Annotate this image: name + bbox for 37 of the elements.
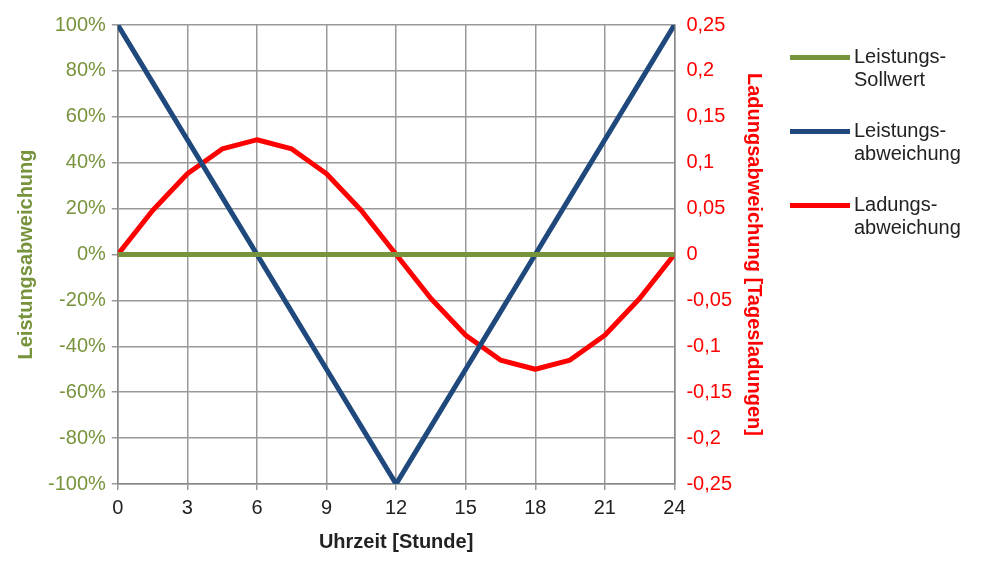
y-tick-label: -40% [59, 333, 107, 356]
x-axis-title: Uhrzeit [Stunde] [318, 529, 474, 552]
y2-tick-label: -0,25 [686, 471, 733, 494]
y2-tick-label: 0 [686, 242, 698, 265]
y-tick-label: -60% [59, 379, 107, 402]
x-tick-label: 18 [524, 495, 547, 518]
y2-tick-label: 0,05 [686, 196, 726, 219]
y-tick-label: -80% [59, 425, 107, 448]
y2-tick-label: -0,05 [686, 287, 733, 310]
y-tick-label: 60% [65, 104, 107, 127]
y2-tick-label: 0,15 [686, 104, 726, 127]
x-tick-label: 21 [593, 495, 616, 518]
y-tick-label: -100% [48, 471, 107, 494]
x-tick-label: 15 [454, 495, 477, 518]
y2-tick-label: 0,25 [686, 12, 726, 35]
y2-tick-label: -0,1 [686, 333, 721, 356]
y2-axis-title: Ladungsabweichung [Tagesladungen] [744, 73, 767, 436]
x-tick-label: 9 [320, 495, 333, 518]
y-tick-label: 100% [54, 12, 107, 35]
x-tick-label: 0 [112, 495, 124, 518]
x-tick-label: 3 [181, 495, 193, 518]
x-tick-label: 12 [384, 495, 408, 518]
x-tick-label: 24 [663, 495, 686, 518]
y-tick-label: 80% [65, 58, 107, 81]
legend-label: Leistungs-abweichung [854, 119, 961, 165]
y2-tick-label: -0,2 [686, 425, 721, 448]
legend-label: Leistungs-Sollwert [854, 45, 947, 91]
y-tick-label: 20% [65, 196, 107, 219]
y-tick-label: 0% [76, 242, 107, 265]
y2-tick-label: 0,1 [686, 150, 715, 173]
y-axis-title: Leistungsabweichung [13, 149, 36, 360]
x-tick-label: 6 [251, 495, 263, 518]
y2-tick-label: 0,2 [686, 58, 715, 81]
y-tick-label: -20% [59, 287, 107, 310]
legend-label: Ladungs-abweichung [854, 193, 961, 239]
y-tick-label: 40% [65, 150, 107, 173]
y2-tick-label: -0,15 [686, 379, 733, 402]
